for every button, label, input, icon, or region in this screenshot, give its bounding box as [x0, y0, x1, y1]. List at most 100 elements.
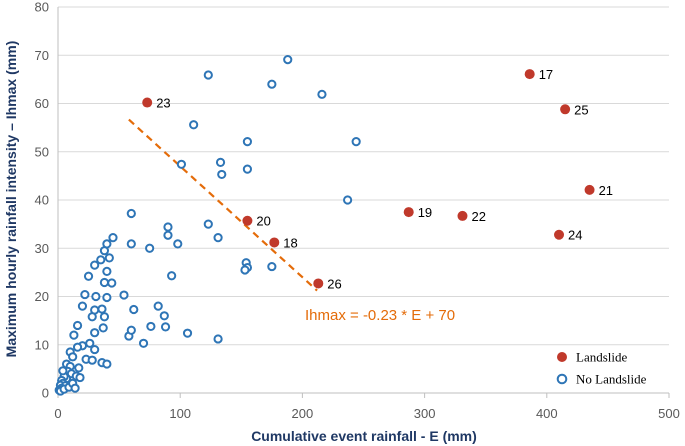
no-landslide-point: [317, 89, 327, 99]
y-tick-label: 40: [35, 193, 49, 208]
y-tick-label: 70: [35, 48, 49, 63]
no-landslide-point: [69, 330, 79, 340]
threshold-line: [128, 118, 318, 292]
no-landslide-point: [351, 137, 361, 147]
no-landslide-point: [182, 328, 193, 338]
no-landslide-point: [343, 195, 353, 205]
no-landslide-point: [107, 278, 117, 288]
no-landslide-point: [267, 261, 277, 272]
no-landslide-point: [83, 271, 94, 281]
no-landslide-point: [99, 277, 110, 288]
y-tick-label: 80: [35, 0, 49, 15]
no-landslide-point: [102, 266, 112, 277]
no-landslide-point: [146, 321, 156, 332]
gridlines: [58, 6, 669, 346]
no-landslide-point: [87, 312, 97, 322]
y-tick-label: 0: [42, 386, 49, 401]
legend-no-landslide-label: No Landslide: [576, 372, 647, 387]
no-landslide-point: [96, 255, 106, 265]
tick-labels: 0 10 20 30 40 50 60 70 80 0 100 200 300 400 500: [35, 0, 680, 421]
legend: Landslide No Landslide: [556, 350, 647, 387]
no-landslide-point: [99, 246, 110, 256]
no-landslide-point: [70, 383, 80, 393]
no-landslide-point: [80, 289, 90, 300]
no-landslide-point: [102, 359, 112, 369]
no-landslide-point: [102, 292, 112, 303]
no-landslide-point: [90, 328, 100, 338]
no-landslide-point: [97, 304, 107, 314]
no-landslide-point: [90, 260, 100, 270]
legend-landslide-marker: [557, 352, 567, 362]
no-landslide-point: [104, 253, 114, 263]
landslide-point-label: 24: [568, 228, 582, 243]
no-landslide-point: [267, 79, 277, 89]
landslide-point-label: 25: [574, 102, 588, 117]
landslide-point-label: 20: [256, 214, 270, 229]
landslide-point-label: 21: [599, 183, 613, 198]
no-landslide-point: [108, 233, 118, 243]
no-landslide-point: [75, 372, 85, 383]
no-landslide-point: [203, 219, 213, 229]
landslide-point-label: 17: [539, 67, 553, 82]
landslide-point-label: 22: [471, 209, 485, 224]
no-landslide-point: [126, 325, 136, 335]
no-landslide-point: [163, 222, 173, 232]
no-landslide-point: [72, 342, 83, 352]
no-landslide-point: [68, 352, 78, 362]
landslide-point: [269, 237, 280, 248]
no-landslide-point: [91, 291, 101, 302]
no-landslide-point: [240, 265, 250, 275]
threshold-equation-label: Ihmax = -0.23 * E + 70: [305, 307, 455, 324]
landslide-point-label: 19: [418, 205, 432, 220]
landslide-point: [560, 104, 571, 115]
landslide-point: [584, 184, 595, 195]
no-landslide-point: [99, 312, 110, 322]
no-landslide-point: [203, 70, 213, 80]
no-landslide-point: [173, 239, 183, 249]
no-landslide-point: [129, 304, 139, 315]
landslide-point: [524, 69, 535, 80]
no-landslide-point: [242, 164, 253, 174]
landslide-point: [313, 278, 324, 289]
x-tick-label: 0: [54, 406, 61, 421]
y-tick-label: 10: [35, 337, 49, 352]
no-landslide-point: [153, 301, 163, 311]
no-landslide-point: [215, 157, 226, 167]
landslide-point-label: 26: [327, 276, 341, 291]
legend-landslide-label: Landslide: [576, 350, 627, 365]
landslide-point-label: 18: [283, 235, 297, 250]
x-tick-label: 200: [292, 406, 314, 421]
no-landslide-point: [213, 334, 223, 344]
no-landslide-point: [159, 311, 169, 321]
no-landslide-point: [217, 169, 227, 180]
no-landslide-point: [160, 322, 171, 332]
no-landslide-point: [98, 323, 108, 333]
y-tick-label: 20: [35, 289, 49, 304]
legend-no-landslide-marker: [556, 373, 568, 385]
no-landslide-point: [163, 230, 173, 240]
x-tick-label: 400: [536, 406, 558, 421]
no-landslide-point: [176, 159, 187, 169]
no-landslide-point: [126, 239, 136, 249]
axes: [57, 7, 670, 398]
y-tick-label: 60: [35, 96, 49, 111]
landslide-point: [142, 97, 153, 108]
no-landslide-point: [138, 338, 149, 348]
landslide-point-label: 23: [156, 96, 170, 111]
no-landslide-point: [126, 208, 136, 219]
no-landslide-point: [145, 243, 155, 253]
no-landslide-point: [189, 120, 199, 130]
no-landslide-point: [90, 344, 100, 355]
no-landslide-point: [77, 301, 88, 311]
data-points: 23 20 18 26 19 22 17 25 21 24: [54, 54, 613, 396]
no-landslide-point: [87, 355, 97, 365]
y-tick-label: 50: [35, 144, 49, 159]
x-tick-label: 100: [169, 406, 191, 421]
landslide-point: [457, 210, 468, 221]
no-landslide-point: [283, 54, 293, 65]
no-landslide-point: [85, 338, 95, 348]
y-axis-title: Maximum hourly rainfall intensity – Ihma…: [3, 41, 19, 358]
landslide-point: [242, 215, 253, 226]
landslide-point: [403, 207, 414, 218]
